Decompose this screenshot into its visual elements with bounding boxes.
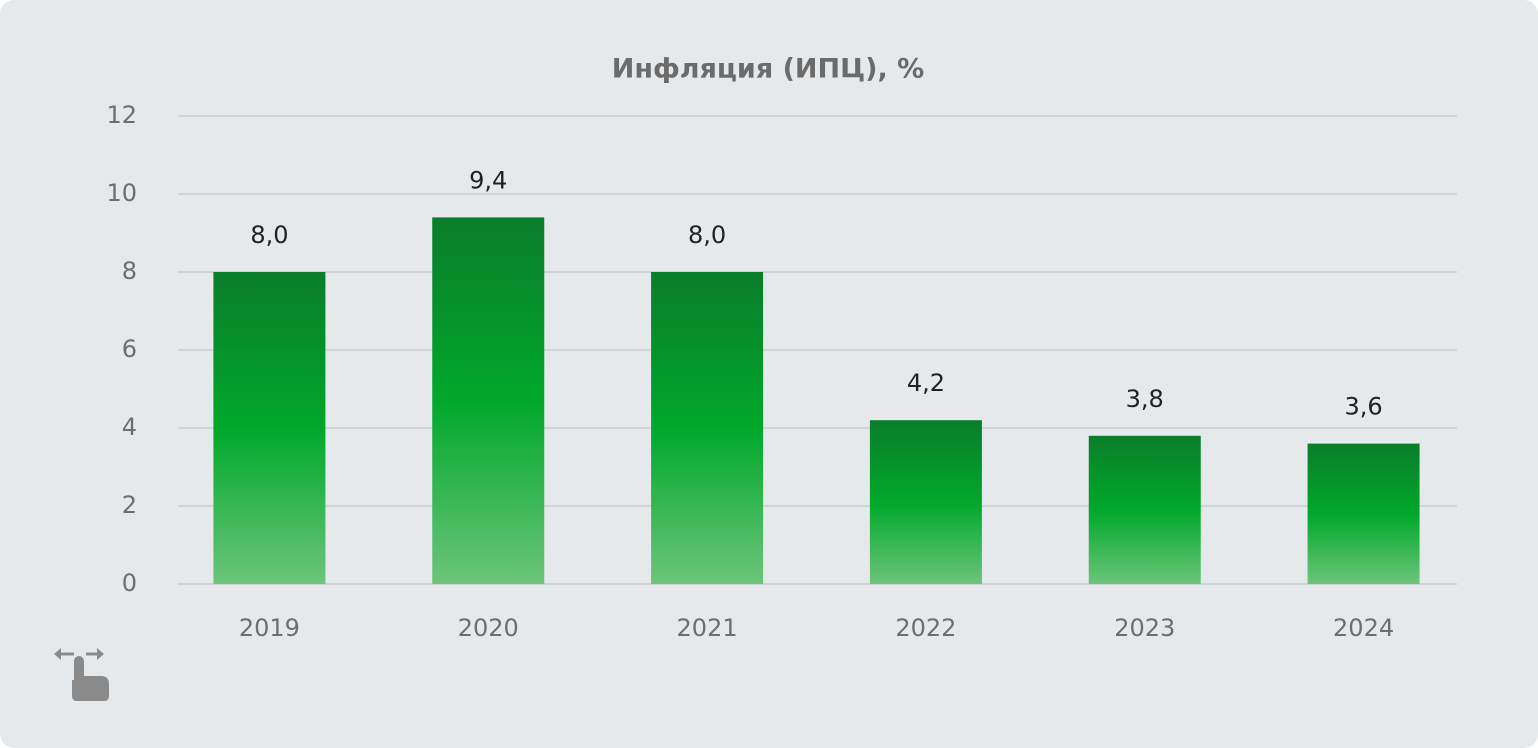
value-label: 8,0 (250, 221, 288, 249)
value-label: 8,0 (688, 221, 726, 249)
y-tick-label: 6 (122, 335, 137, 363)
y-tick-label: 4 (122, 413, 137, 441)
x-tick-label: 2023 (1114, 614, 1175, 642)
value-label: 9,4 (469, 166, 507, 194)
x-tick-label: 2020 (458, 614, 519, 642)
x-tick-label: 2024 (1333, 614, 1394, 642)
value-label: 3,6 (1344, 393, 1382, 421)
y-tick-label: 10 (106, 179, 137, 207)
swipe-icon (54, 648, 109, 701)
y-tick-label: 8 (122, 257, 137, 285)
bar (1088, 435, 1201, 584)
x-tick-label: 2019 (239, 614, 300, 642)
value-label: 3,8 (1126, 385, 1164, 413)
bar (432, 217, 545, 584)
y-tick-label: 12 (106, 101, 137, 129)
x-tick-label: 2022 (895, 614, 956, 642)
x-tick-label: 2021 (677, 614, 738, 642)
bar (1307, 443, 1420, 584)
chart-title: Инфляция (ИПЦ), % (612, 54, 924, 85)
y-tick-label: 0 (122, 569, 137, 597)
bar (651, 272, 764, 584)
bar (869, 420, 982, 584)
bar (213, 272, 326, 584)
value-label: 4,2 (907, 369, 945, 397)
y-tick-label: 2 (122, 491, 137, 519)
